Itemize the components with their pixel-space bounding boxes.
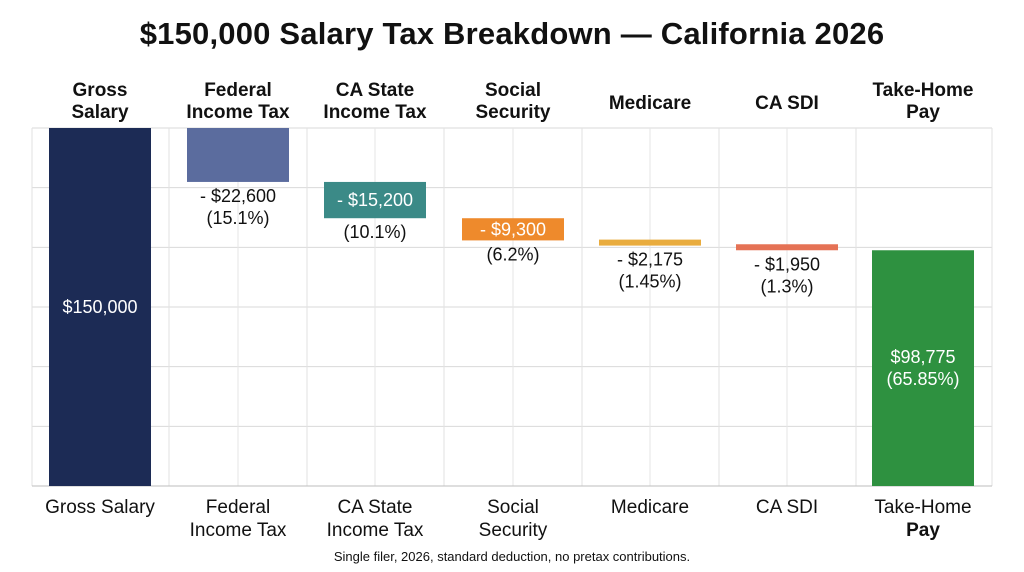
top-label-federal: Income Tax <box>186 102 290 123</box>
bottom-label-ss: Social <box>487 497 539 518</box>
bottom-label-sdi: CA SDI <box>756 497 818 518</box>
top-label-takehome: Take-Home <box>872 80 973 101</box>
bars <box>49 128 974 486</box>
value-label-federal: - $22,600 <box>200 186 276 206</box>
bottom-label-gross: Gross Salary <box>45 497 155 518</box>
bottom-label-state: CA State <box>338 497 413 518</box>
top-label-takehome: Pay <box>906 102 940 123</box>
top-label-ss: Social <box>485 80 541 101</box>
bar-takehome <box>872 250 974 486</box>
value-label-ss: - $9,300 <box>480 219 546 239</box>
bottom-label-state: Income Tax <box>327 520 424 541</box>
top-label-state: Income Tax <box>323 102 427 123</box>
value-label-medicare: - $2,175 <box>617 250 683 270</box>
top-label-gross: Salary <box>71 102 128 123</box>
percent-label-state: (10.1%) <box>343 222 406 242</box>
bottom-label-ss: Security <box>479 520 548 541</box>
chart-title: $150,000 Salary Tax Breakdown — Californ… <box>139 16 885 51</box>
top-label-federal: Federal <box>204 80 272 101</box>
bottom-label-medicare: Medicare <box>611 497 689 518</box>
bar-federal <box>187 128 289 182</box>
top-label-gross: Gross <box>73 80 128 101</box>
value-label-takehome: (65.85%) <box>886 369 959 389</box>
top-label-ss: Security <box>476 102 551 123</box>
value-label-sdi: (1.3%) <box>760 276 813 296</box>
value-label-state: - $15,200 <box>337 190 413 210</box>
bar-gross <box>49 128 151 486</box>
value-label-gross: $150,000 <box>62 297 137 317</box>
value-label-medicare: (1.45%) <box>618 272 681 292</box>
top-label-state: CA State <box>336 80 414 101</box>
value-label-takehome: $98,775 <box>890 347 955 367</box>
bar-medicare <box>599 239 701 246</box>
bar-state <box>324 181 426 219</box>
top-label-medicare: Medicare <box>609 93 691 114</box>
bottom-label-takehome: Pay <box>906 520 940 541</box>
bar-sdi <box>736 244 838 251</box>
footnote: Single filer, 2026, standard deduction, … <box>333 549 691 564</box>
bar-ss <box>462 218 564 241</box>
bottom-label-takehome: Take-Home <box>874 497 971 518</box>
top-label-sdi: CA SDI <box>755 93 819 114</box>
bottom-label-federal: Federal <box>206 497 270 518</box>
bottom-label-federal: Income Tax <box>190 520 287 541</box>
percent-label-ss: (6.2%) <box>486 244 539 264</box>
value-label-sdi: - $1,950 <box>754 254 820 274</box>
gridlines <box>31 127 993 487</box>
value-label-federal: (15.1%) <box>206 208 269 228</box>
